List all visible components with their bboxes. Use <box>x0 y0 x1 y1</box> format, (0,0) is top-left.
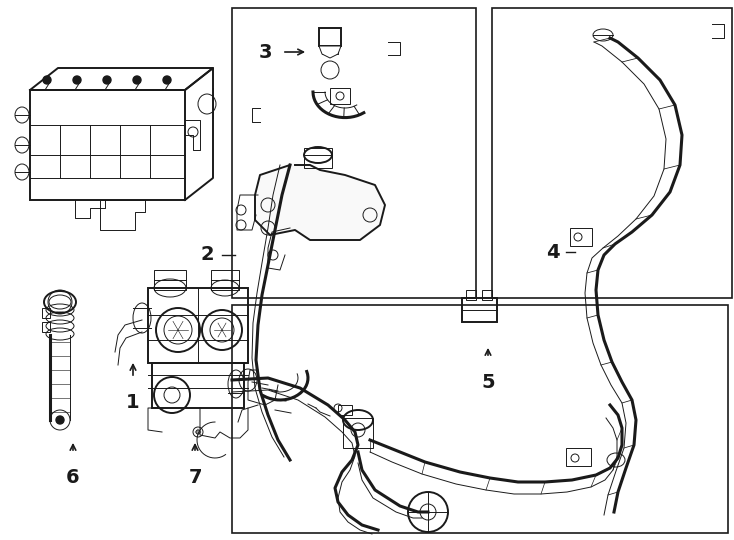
Bar <box>330 88 350 104</box>
Text: 5: 5 <box>482 373 495 392</box>
Circle shape <box>163 76 171 84</box>
Bar <box>462 298 497 322</box>
Text: 7: 7 <box>188 468 202 487</box>
Circle shape <box>43 76 51 84</box>
Circle shape <box>133 76 141 84</box>
Bar <box>42 308 50 318</box>
Circle shape <box>103 76 111 84</box>
Text: 3: 3 <box>258 43 272 62</box>
Bar <box>30 90 185 200</box>
Bar <box>566 448 591 466</box>
Polygon shape <box>319 46 341 58</box>
Bar <box>343 418 373 448</box>
Circle shape <box>73 76 81 84</box>
Circle shape <box>56 416 64 424</box>
Polygon shape <box>255 165 385 240</box>
Bar <box>211 270 239 290</box>
Bar <box>492 8 732 298</box>
Text: 6: 6 <box>66 468 80 487</box>
Bar <box>482 290 492 300</box>
Bar <box>319 28 341 46</box>
Bar <box>232 305 728 533</box>
Bar <box>338 405 352 415</box>
Bar <box>232 8 476 298</box>
Text: 4: 4 <box>546 242 560 261</box>
Bar <box>42 322 50 332</box>
Bar <box>152 363 244 408</box>
Text: 2: 2 <box>200 246 214 265</box>
Bar <box>322 46 338 54</box>
Bar <box>154 270 186 290</box>
Bar <box>304 148 332 168</box>
Bar <box>466 290 476 300</box>
Bar <box>570 228 592 246</box>
Bar <box>148 288 248 363</box>
Text: 1: 1 <box>126 393 139 412</box>
